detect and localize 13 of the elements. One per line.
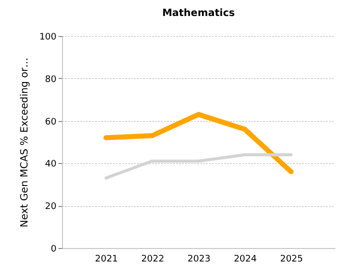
x-tick-label: 2024 <box>234 254 257 264</box>
x-tick-label: 2023 <box>188 254 210 264</box>
y-tick-label: 20 <box>45 202 57 212</box>
x-tick-label: 2022 <box>141 254 164 264</box>
chart-title: Mathematics <box>162 8 235 19</box>
y-axis-title: Next Gen MCAS % Exceeding or… <box>19 58 30 228</box>
y-tick-label: 80 <box>45 74 57 85</box>
y-tick-label: 60 <box>45 117 57 128</box>
x-tick-label: 2025 <box>280 254 303 264</box>
y-tick-label: 40 <box>45 160 57 170</box>
y-tick-label: 0 <box>50 244 57 254</box>
y-tick-label: 100 <box>39 32 57 42</box>
x-tick-label: 2021 <box>95 254 118 264</box>
